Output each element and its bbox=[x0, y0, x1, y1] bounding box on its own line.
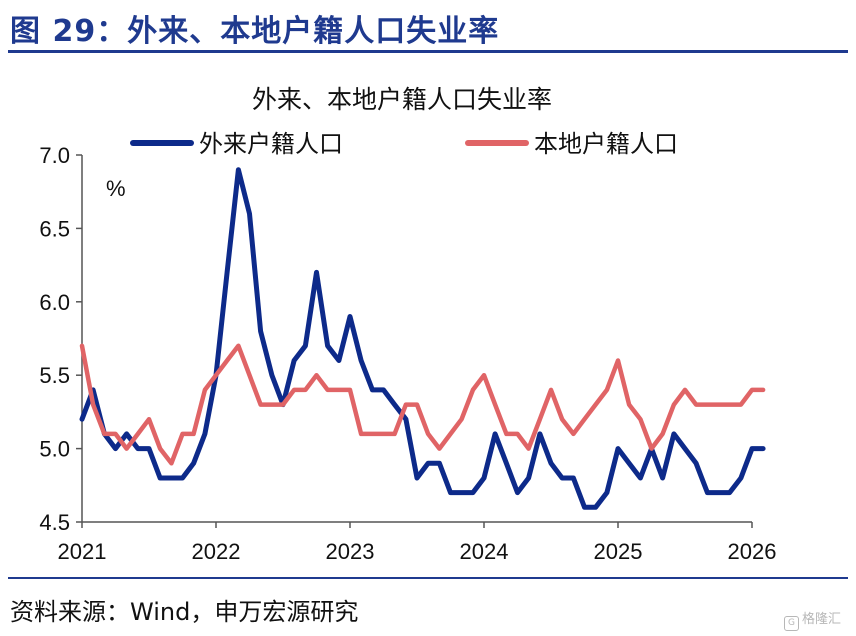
x-tick-label: 2025 bbox=[594, 539, 643, 564]
x-tick-label: 2026 bbox=[728, 539, 777, 564]
x-tick-label: 2021 bbox=[58, 539, 107, 564]
legend-label: 本地户籍人口 bbox=[534, 130, 678, 158]
line-chart: 外来、本地户籍人口失业率 外来户籍人口 本地户籍人口 % 4.5 5.0 5.5 6.0… bbox=[39, 85, 776, 564]
chart-title: 外来、本地户籍人口失业率 bbox=[252, 85, 552, 114]
y-tick-label: 5.5 bbox=[39, 363, 70, 388]
source-note: 资料来源：Wind，申万宏源研究 bbox=[10, 598, 359, 626]
watermark-text: 格隆汇 bbox=[802, 612, 842, 627]
x-tick-label: 2024 bbox=[460, 539, 509, 564]
unit-label: % bbox=[106, 176, 126, 201]
figure-title: 图 29：外来、本地户籍人口失业率 bbox=[10, 14, 500, 49]
x-tick-label: 2023 bbox=[326, 539, 375, 564]
x-tick-label: 2022 bbox=[192, 539, 241, 564]
y-tick-label: 6.5 bbox=[39, 216, 70, 241]
source-rule bbox=[8, 577, 848, 579]
watermark: G 格隆汇 bbox=[784, 608, 841, 631]
watermark-logo-icon: G bbox=[784, 616, 799, 631]
y-tick-label: 7.0 bbox=[39, 143, 70, 168]
y-tick-label: 6.0 bbox=[39, 290, 70, 315]
axes: 4.5 5.0 5.5 6.0 6.5 7.0 2021 2022 2023 2024 2025 20… bbox=[39, 143, 776, 564]
y-tick-label: 5.0 bbox=[39, 437, 70, 462]
series-line-1 bbox=[79, 167, 766, 510]
legend-label: 外来户籍人口 bbox=[199, 130, 343, 158]
legend: 外来户籍人口 本地户籍人口 bbox=[130, 130, 678, 158]
y-tick-label: 4.5 bbox=[39, 510, 70, 535]
title-rule bbox=[8, 50, 848, 53]
series-layer bbox=[79, 167, 766, 510]
series-line-2 bbox=[79, 343, 766, 466]
